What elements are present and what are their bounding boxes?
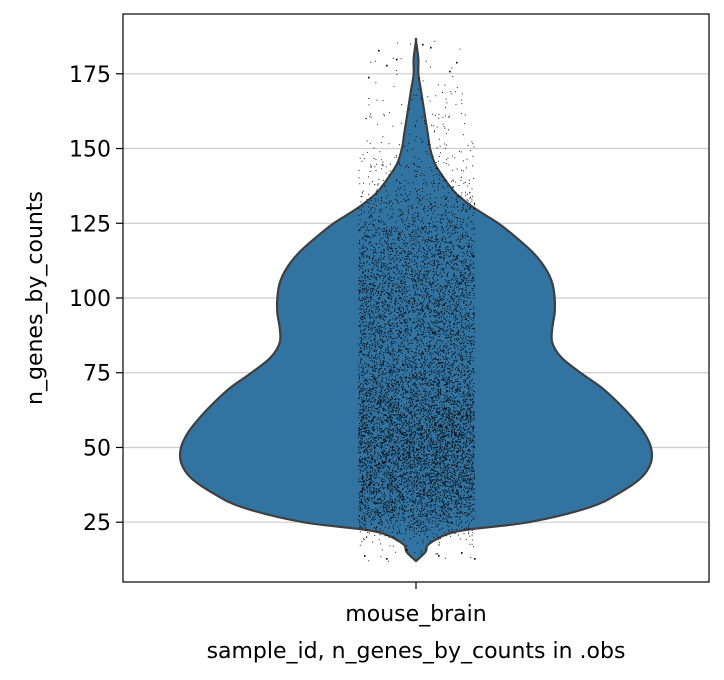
y-tick-label: 100: [69, 287, 111, 312]
x-axis: mouse_brain: [345, 582, 487, 627]
x-tick-label: mouse_brain: [345, 602, 486, 627]
y-tick-label: 150: [69, 138, 111, 163]
data-point: [378, 49, 380, 52]
violin-group: [178, 37, 654, 563]
data-point: [386, 558, 388, 560]
scatter-points: [358, 40, 476, 562]
x-axis-title: sample_id, n_genes_by_counts in .obs: [207, 639, 626, 664]
y-tick-label: 125: [69, 212, 111, 237]
data-point: [406, 549, 408, 551]
y-tick-label: 50: [83, 436, 111, 461]
y-tick-label: 75: [83, 362, 111, 387]
data-point: [438, 555, 440, 557]
data-point: [461, 552, 463, 554]
violin-body: [178, 37, 654, 563]
y-axis-title: n_genes_by_counts: [23, 191, 48, 405]
data-point: [364, 555, 366, 557]
data-point: [430, 46, 432, 49]
y-tick-label: 175: [69, 63, 111, 88]
data-point: [456, 61, 458, 64]
data-point: [474, 558, 476, 560]
data-point: [449, 70, 451, 73]
data-point: [358, 40, 475, 562]
data-point: [396, 58, 398, 61]
data-point: [386, 64, 388, 67]
y-tick-label: 25: [83, 511, 111, 536]
data-point: [368, 76, 370, 79]
data-point: [422, 43, 424, 46]
y-axis: 25 50 75 100 125 150 175: [69, 63, 123, 536]
